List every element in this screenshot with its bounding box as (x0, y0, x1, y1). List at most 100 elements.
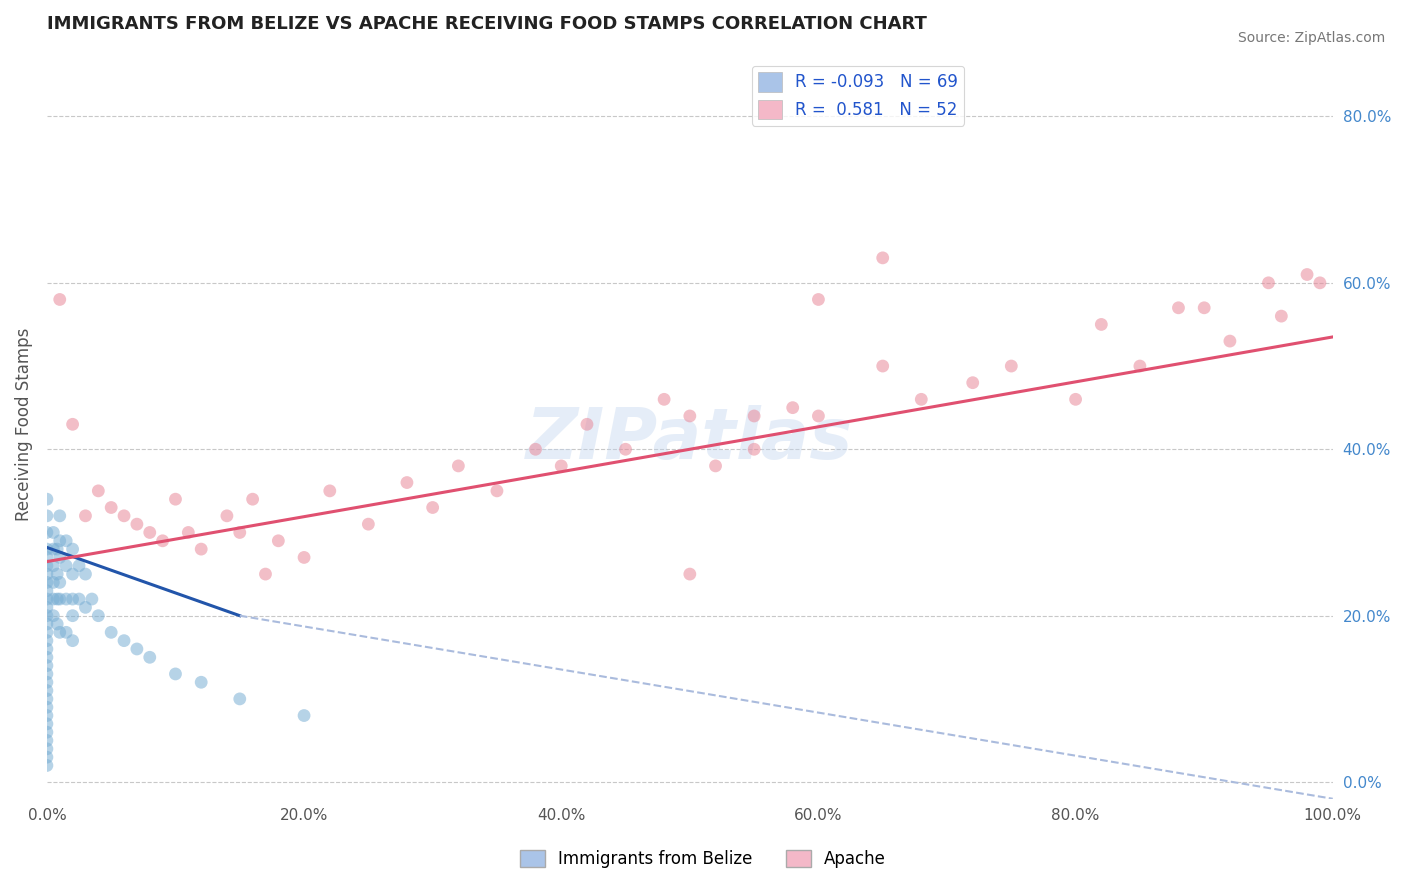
Point (910, 392, 932, 407)
Point (42, 525, 65, 540)
Point (807, 293, 830, 307)
Point (1090, 318, 1112, 332)
Point (1219, 334, 1241, 348)
Point (215, 508, 238, 523)
Point (35, 633, 58, 648)
Point (46, 567, 69, 582)
Point (485, 483, 508, 498)
Point (679, 409, 702, 423)
Point (1000, 359, 1022, 373)
Point (112, 508, 135, 523)
Point (35, 542, 58, 557)
Point (357, 517, 380, 532)
Point (35, 692, 58, 706)
Point (112, 633, 135, 648)
Point (67, 592, 90, 607)
Point (679, 567, 702, 582)
Point (742, 409, 765, 423)
Point (1296, 268, 1319, 282)
Point (62, 542, 84, 557)
Point (55, 592, 77, 607)
Point (292, 708, 315, 723)
Point (35, 658, 58, 673)
Point (1309, 276, 1331, 290)
Point (35, 683, 58, 698)
Point (152, 533, 174, 548)
Point (35, 508, 58, 523)
Point (190, 675, 212, 690)
Point (35, 600, 58, 615)
Point (75, 567, 97, 582)
Point (62, 608, 84, 623)
Point (55, 533, 77, 548)
Point (395, 475, 418, 490)
Point (55, 625, 77, 640)
Text: Source: ZipAtlas.com: Source: ZipAtlas.com (1237, 31, 1385, 45)
Point (48, 508, 70, 523)
Point (35, 650, 58, 665)
Point (42, 608, 65, 623)
Point (62, 633, 84, 648)
Point (872, 359, 894, 373)
Point (35, 525, 58, 540)
Point (807, 409, 830, 423)
Point (80, 592, 103, 607)
Point (100, 625, 122, 640)
Point (48, 293, 70, 307)
Point (42, 542, 65, 557)
Point (575, 417, 598, 432)
Point (1257, 276, 1279, 290)
Point (87, 608, 110, 623)
Legend: R = -0.093   N = 69, R =  0.581   N = 52: R = -0.093 N = 69, R = 0.581 N = 52 (752, 66, 965, 126)
Point (782, 401, 804, 415)
Point (48, 550, 70, 565)
Point (1167, 301, 1189, 315)
Point (962, 376, 984, 390)
Text: IMMIGRANTS FROM BELIZE VS APACHE RECEIVING FOOD STAMPS CORRELATION CHART: IMMIGRANTS FROM BELIZE VS APACHE RECEIVI… (46, 15, 927, 33)
Legend: Immigrants from Belize, Apache: Immigrants from Belize, Apache (513, 843, 893, 875)
Point (35, 617, 58, 632)
Point (652, 392, 675, 407)
Point (267, 533, 290, 548)
Point (35, 608, 58, 623)
Point (100, 500, 122, 515)
Point (35, 642, 58, 657)
Point (42, 558, 65, 573)
Point (35, 758, 58, 772)
Point (872, 251, 894, 265)
Point (62, 417, 84, 432)
Point (1064, 392, 1087, 407)
Point (62, 567, 84, 582)
Point (422, 500, 444, 515)
Point (35, 733, 58, 747)
Point (46, 617, 69, 632)
Point (35, 592, 58, 607)
Point (35, 700, 58, 714)
Point (48, 575, 70, 590)
Point (1129, 359, 1152, 373)
Point (35, 558, 58, 573)
Point (165, 492, 187, 507)
Point (35, 667, 58, 681)
Point (62, 592, 84, 607)
Point (35, 583, 58, 598)
Point (35, 717, 58, 731)
Point (75, 600, 97, 615)
Point (35, 492, 58, 507)
Point (447, 458, 470, 473)
Point (229, 525, 252, 540)
Point (42, 592, 65, 607)
Y-axis label: Receiving Food Stamps: Receiving Food Stamps (15, 327, 32, 521)
Point (165, 667, 187, 681)
Point (1192, 301, 1215, 315)
Point (35, 725, 58, 739)
Point (35, 575, 58, 590)
Point (550, 458, 572, 473)
Point (35, 675, 58, 690)
Point (177, 525, 200, 540)
Point (75, 508, 97, 523)
Point (742, 442, 765, 457)
Point (35, 567, 58, 582)
Point (35, 750, 58, 764)
Point (139, 650, 162, 665)
